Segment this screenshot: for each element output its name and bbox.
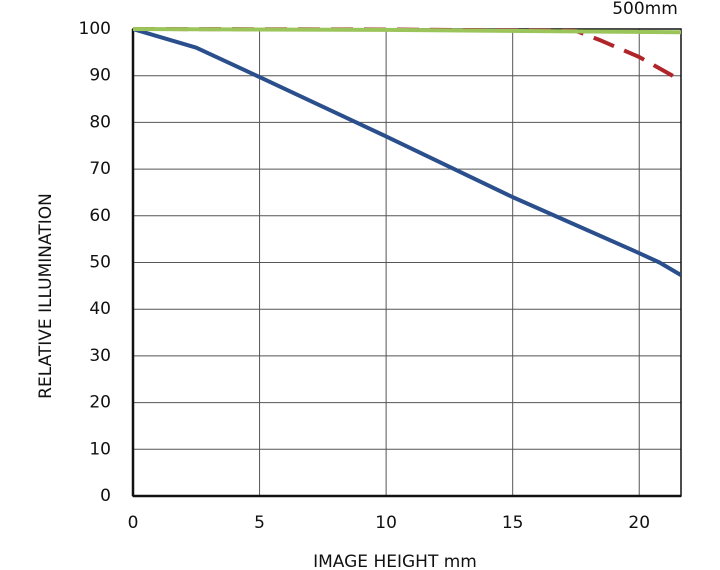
annotation: 500mm — [612, 0, 678, 19]
y-tick-label: 10 — [89, 439, 111, 459]
y-tick-label: 20 — [89, 393, 111, 413]
y-tick-label: 100 — [79, 19, 111, 39]
series-line — [133, 27, 681, 35]
y-tick-label: 70 — [89, 159, 111, 179]
series-line — [133, 27, 681, 277]
y-axis-label: RELATIVE ILLUMINATION — [36, 193, 56, 399]
y-tick-label: 80 — [89, 112, 111, 132]
y-tick-label: 0 — [100, 486, 111, 506]
y-tick-label: 90 — [89, 66, 111, 86]
x-tick-label: 10 — [375, 513, 397, 533]
y-tick-label: 30 — [89, 346, 111, 366]
x-tick-label: 0 — [128, 513, 139, 533]
y-tick-label: 60 — [89, 206, 111, 226]
x-tick-label: 5 — [254, 513, 265, 533]
x-tick-label: 20 — [628, 513, 650, 533]
x-tick-label: 15 — [502, 513, 524, 533]
x-axis-label: IMAGE HEIGHT mm — [313, 552, 477, 570]
y-tick-label: 40 — [89, 299, 111, 319]
y-tick-label: 50 — [89, 253, 111, 273]
